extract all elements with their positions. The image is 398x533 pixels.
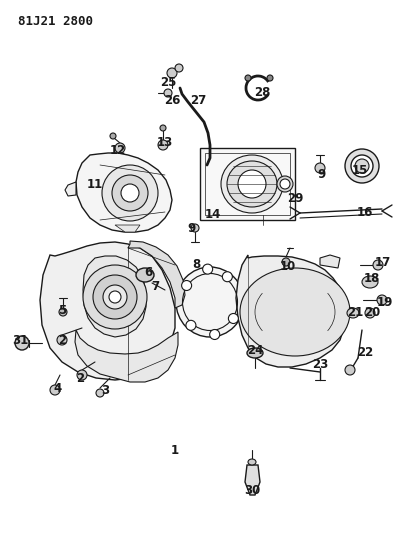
Circle shape: [109, 291, 121, 303]
Ellipse shape: [345, 149, 379, 183]
Text: 24: 24: [247, 343, 263, 357]
Circle shape: [112, 175, 148, 211]
Circle shape: [115, 143, 125, 153]
Text: 8: 8: [192, 259, 200, 271]
Polygon shape: [236, 255, 346, 367]
Circle shape: [267, 75, 273, 81]
Text: 12: 12: [110, 143, 126, 157]
Text: 2: 2: [58, 334, 66, 346]
Text: 5: 5: [58, 303, 66, 317]
Circle shape: [103, 285, 127, 309]
Text: 17: 17: [375, 255, 391, 269]
Circle shape: [102, 165, 158, 221]
Text: 26: 26: [164, 93, 180, 107]
Circle shape: [228, 313, 238, 324]
Ellipse shape: [351, 155, 373, 177]
Circle shape: [377, 295, 387, 305]
Text: 9: 9: [188, 222, 196, 235]
Text: 13: 13: [157, 135, 173, 149]
Text: 27: 27: [190, 93, 206, 107]
Circle shape: [245, 75, 251, 81]
Circle shape: [93, 275, 137, 319]
Polygon shape: [40, 242, 175, 380]
Polygon shape: [245, 465, 260, 495]
Ellipse shape: [238, 170, 266, 198]
Circle shape: [83, 265, 147, 329]
Text: 21: 21: [347, 306, 363, 319]
Text: 10: 10: [280, 261, 296, 273]
Circle shape: [77, 370, 87, 380]
Text: 2: 2: [76, 372, 84, 384]
Text: 30: 30: [244, 483, 260, 497]
Ellipse shape: [221, 155, 283, 213]
Text: 4: 4: [54, 382, 62, 394]
Circle shape: [158, 140, 168, 150]
Circle shape: [110, 133, 116, 139]
Text: 15: 15: [352, 164, 368, 176]
Circle shape: [186, 320, 196, 330]
Circle shape: [164, 89, 172, 97]
Text: 19: 19: [377, 295, 393, 309]
Polygon shape: [76, 153, 172, 232]
Ellipse shape: [227, 161, 277, 207]
Circle shape: [203, 264, 213, 274]
Polygon shape: [83, 256, 146, 337]
Circle shape: [365, 308, 375, 318]
Ellipse shape: [355, 159, 369, 173]
Circle shape: [210, 329, 220, 340]
Text: 6: 6: [144, 265, 152, 279]
Text: 81J21 2800: 81J21 2800: [18, 15, 93, 28]
Ellipse shape: [247, 348, 263, 358]
Text: 20: 20: [364, 306, 380, 319]
Text: 31: 31: [12, 334, 28, 346]
Text: 25: 25: [160, 77, 176, 90]
Text: 9: 9: [317, 168, 325, 182]
Ellipse shape: [347, 308, 359, 318]
Text: 14: 14: [205, 208, 221, 222]
Polygon shape: [115, 225, 140, 232]
Text: 3: 3: [101, 384, 109, 397]
Polygon shape: [200, 148, 295, 220]
Circle shape: [57, 335, 67, 345]
Polygon shape: [128, 241, 185, 308]
Ellipse shape: [362, 276, 378, 288]
Text: 11: 11: [87, 179, 103, 191]
Circle shape: [96, 389, 104, 397]
Ellipse shape: [280, 179, 290, 189]
Polygon shape: [320, 255, 340, 268]
Text: 29: 29: [287, 191, 303, 205]
Circle shape: [373, 260, 383, 270]
Ellipse shape: [176, 267, 244, 337]
Ellipse shape: [240, 268, 350, 356]
Polygon shape: [65, 182, 76, 196]
Ellipse shape: [277, 176, 293, 192]
Polygon shape: [75, 330, 178, 382]
Circle shape: [222, 272, 232, 282]
Circle shape: [160, 125, 166, 131]
Circle shape: [191, 224, 199, 232]
Circle shape: [167, 68, 177, 78]
Text: 18: 18: [364, 271, 380, 285]
Text: 7: 7: [151, 280, 159, 294]
Circle shape: [282, 258, 290, 266]
Circle shape: [345, 365, 355, 375]
Circle shape: [181, 280, 191, 290]
Ellipse shape: [248, 459, 256, 465]
Circle shape: [121, 184, 139, 202]
Text: 28: 28: [254, 85, 270, 99]
Ellipse shape: [136, 268, 154, 282]
Text: 16: 16: [357, 206, 373, 220]
Circle shape: [15, 336, 29, 350]
Text: 22: 22: [357, 346, 373, 359]
Text: 1: 1: [171, 443, 179, 456]
Circle shape: [59, 308, 67, 316]
Circle shape: [315, 163, 325, 173]
Text: 23: 23: [312, 359, 328, 372]
Circle shape: [175, 64, 183, 72]
Circle shape: [50, 385, 60, 395]
